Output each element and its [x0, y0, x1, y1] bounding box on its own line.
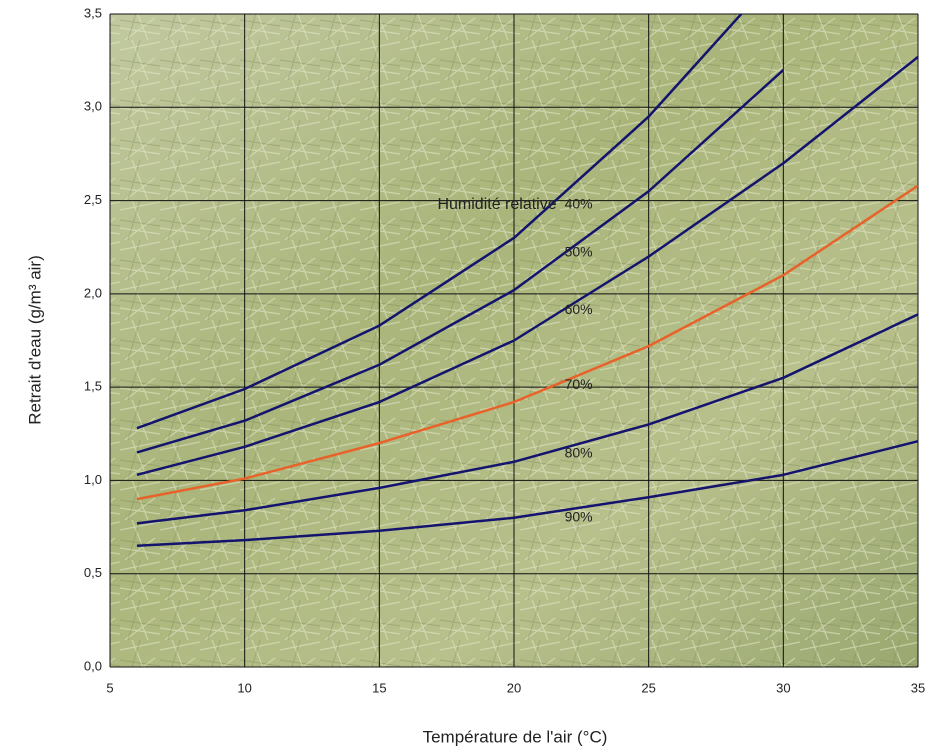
y-tick-label: 1,5 — [84, 379, 102, 394]
series-line — [136, 313, 918, 525]
x-tick-label: 30 — [776, 680, 790, 695]
x-tick-label: 35 — [911, 680, 925, 695]
series-label: 80% — [565, 445, 593, 461]
series-line — [136, 14, 743, 430]
y-tick-label: 0,5 — [84, 565, 102, 580]
series-line — [136, 55, 918, 477]
x-tick-label: 15 — [372, 680, 386, 695]
series-line — [136, 69, 785, 454]
series-label: 70% — [565, 376, 593, 392]
series-label: 50% — [565, 243, 593, 259]
y-axis-label: Retrait d'eau (g/m³ air) — [25, 255, 44, 425]
y-tick-label: 2,5 — [84, 192, 102, 207]
y-tick-label: 0,0 — [84, 658, 102, 673]
series-line — [136, 184, 918, 501]
y-tick-label: 2,0 — [84, 285, 102, 300]
x-tick-label: 10 — [237, 680, 251, 695]
series-label: 40% — [565, 195, 593, 211]
x-tick-label: 5 — [106, 680, 113, 695]
annotation: Humidité relative — [437, 196, 556, 213]
x-axis-label: Température de l'air (°C) — [423, 727, 608, 746]
series-label: 90% — [565, 509, 593, 525]
x-tick-label: 20 — [507, 680, 521, 695]
y-tick-label: 3,0 — [84, 99, 102, 114]
series-label: 60% — [565, 301, 593, 317]
x-tick-label: 25 — [641, 680, 655, 695]
series-line — [136, 440, 918, 547]
y-tick-label: 1,0 — [84, 472, 102, 487]
y-tick-label: 3,5 — [84, 5, 102, 20]
